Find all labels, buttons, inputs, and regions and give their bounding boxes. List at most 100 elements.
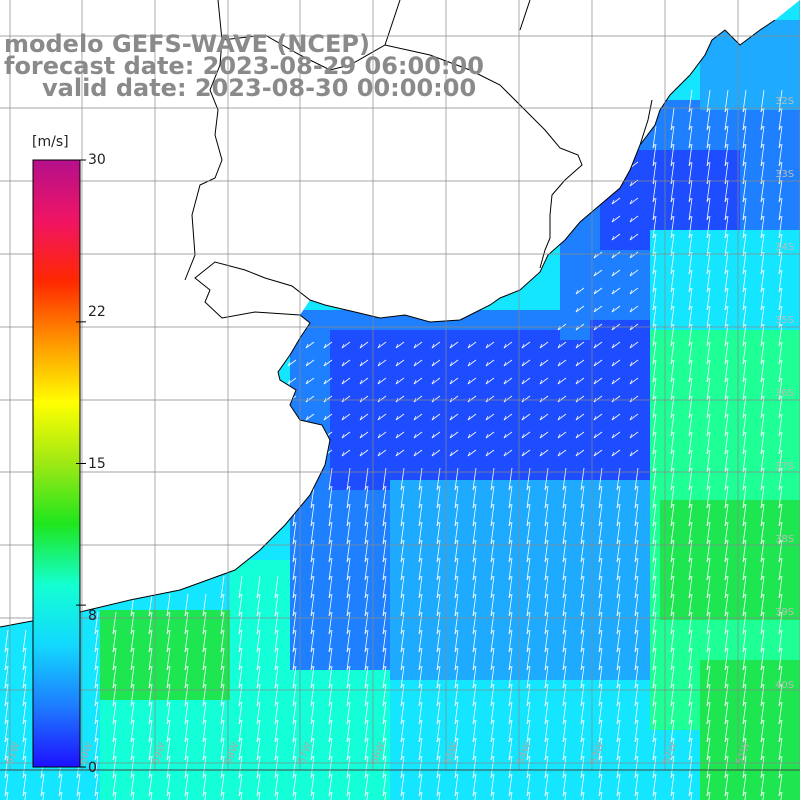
wind-arrow [256, 683, 261, 707]
wind-arrow-head [400, 557, 404, 563]
wind-arrow-head [611, 307, 615, 313]
wind-arrow-head [364, 539, 368, 545]
wind-arrow-head [490, 773, 494, 779]
wind-arrow [652, 755, 657, 779]
wind-arrow-head [724, 107, 728, 113]
wind-arrow [508, 611, 513, 635]
wind-arrow-head [346, 593, 350, 599]
wind-arrow-head [778, 395, 782, 401]
wind-arrow-head [688, 755, 692, 761]
wind-arrow [778, 431, 783, 455]
wind-arrow-head [706, 575, 710, 581]
wind-arrow-head [526, 485, 530, 491]
wind-arrow [418, 665, 423, 689]
wind-arrow [521, 395, 531, 403]
wind-arrow-head [742, 503, 746, 509]
wind-arrow [418, 611, 423, 635]
wind-arrow-head [431, 433, 435, 439]
wind-arrow [330, 791, 333, 800]
wind-arrow [629, 287, 639, 295]
wind-arrow-head [652, 647, 656, 653]
colorbar-unit: [m/s] [32, 134, 69, 150]
wind-arrow [557, 377, 567, 385]
wind-arrow-head [148, 611, 152, 617]
wind-arrow [292, 539, 297, 563]
wind-arrow [742, 377, 747, 401]
wind-arrow-head [760, 233, 764, 239]
wind-arrow [670, 737, 675, 761]
wind-arrow [778, 449, 783, 473]
wind-arrow [670, 341, 675, 365]
wind-arrow [508, 773, 513, 797]
wind-arrow [557, 395, 567, 403]
wind-arrow-head [490, 791, 494, 797]
wind-arrow [166, 611, 171, 635]
wind-arrow-head [323, 361, 327, 367]
wind-arrow [148, 701, 153, 725]
wind-arrow-head [544, 539, 548, 545]
wind-arrow [760, 683, 765, 707]
wind-arrow [557, 413, 567, 421]
wind-arrow-head [130, 737, 134, 743]
wind-arrow [508, 719, 513, 743]
wind-arrow-head [184, 701, 188, 707]
wind-arrow-head [346, 773, 350, 779]
wind-arrow [238, 593, 243, 617]
wind-arrow-head [256, 629, 260, 635]
wind-arrow [508, 701, 513, 725]
wind-arrow [724, 161, 729, 185]
wind-arrow [510, 791, 513, 800]
wind-arrow [652, 359, 657, 383]
wind-arrow [436, 611, 441, 635]
wind-arrow [431, 431, 441, 439]
wind-arrow-head [688, 233, 692, 239]
wind-arrow-head [112, 647, 116, 653]
wind-arrow-head [652, 485, 656, 491]
wind-arrow [670, 557, 675, 581]
wind-arrow [562, 701, 567, 725]
wind-arrow-head [760, 449, 764, 455]
wind-arrow [742, 557, 747, 581]
wind-arrow-head [359, 379, 363, 385]
wind-arrow-head [562, 755, 566, 761]
wind-arrow [292, 665, 297, 689]
wind-arrow-head [94, 773, 98, 779]
wind-arrow-head [287, 343, 291, 349]
wind-arrow-head [238, 611, 242, 617]
wind-arrow-head [706, 143, 710, 149]
wind-arrow-head [652, 287, 656, 293]
wind-arrow-head [521, 433, 525, 439]
wind-arrow-head [634, 593, 638, 599]
wind-arrow [760, 233, 765, 257]
wind-arrow-head [4, 647, 8, 653]
wind-arrow-head [539, 433, 543, 439]
wind-arrow-head [706, 467, 710, 473]
wind-arrow-head [130, 773, 134, 779]
wind-arrow [526, 575, 531, 599]
wind-arrow-head [562, 683, 566, 689]
wind-arrow-head [202, 683, 206, 689]
wind-arrow-head [742, 791, 746, 797]
field-block [700, 660, 800, 800]
wind-arrow [114, 791, 117, 800]
wind-arrow-head [454, 503, 458, 509]
wind-arrow [6, 791, 9, 800]
wind-arrow-head [760, 287, 764, 293]
wind-arrow-head [400, 539, 404, 545]
wind-arrow-head [724, 521, 728, 527]
wind-arrow-head [112, 629, 116, 635]
wind-arrow-head [22, 773, 26, 779]
wind-arrow [112, 737, 117, 761]
wind-arrow [593, 305, 603, 313]
wind-arrow [508, 683, 513, 707]
wind-arrow-head [341, 451, 345, 457]
wind-arrow-head [508, 593, 512, 599]
wind-arrow-head [634, 737, 638, 743]
wind-arrow [238, 719, 243, 743]
wind-arrow-head [112, 737, 116, 743]
wind-arrow [778, 197, 783, 221]
wind-arrow-head [760, 359, 764, 365]
wind-arrow [364, 575, 369, 599]
wind-arrow [292, 701, 297, 725]
wind-arrow [240, 791, 243, 800]
